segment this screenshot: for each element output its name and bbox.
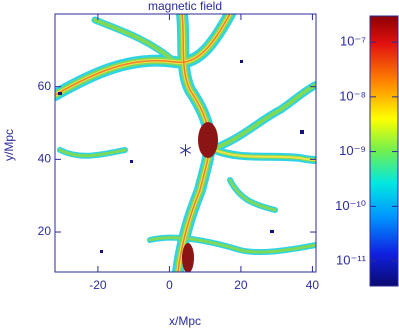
field-map [55, 14, 316, 272]
x-axis-label: x/Mpc [169, 314, 201, 328]
x-tick-label: 20 [234, 278, 248, 292]
y-tick-label: 60 [38, 79, 52, 93]
y-axis-label: y/Mpc [2, 129, 16, 161]
colorbar-tick-label: 10⁻¹⁰ [335, 198, 366, 213]
x-tick-label: -20 [89, 278, 107, 292]
plot-frame [54, 13, 317, 273]
y-tick-label: 40 [38, 152, 52, 166]
colorbar-tick-label: 10⁻⁹ [339, 143, 366, 158]
colorbar-tick-label: 10⁻⁷ [340, 34, 366, 49]
x-tick-label: 0 [166, 278, 173, 292]
colorbar [369, 15, 399, 287]
colorbar-tick-label: 10⁻⁸ [339, 88, 366, 103]
marker-stroke [180, 146, 191, 154]
marker [180, 144, 191, 157]
colorbar-tick-label: 10⁻¹¹ [336, 252, 367, 267]
chart-title: magnetic field [148, 0, 222, 13]
x-tick-label: 40 [306, 278, 320, 292]
y-tick-label: 20 [38, 224, 52, 238]
